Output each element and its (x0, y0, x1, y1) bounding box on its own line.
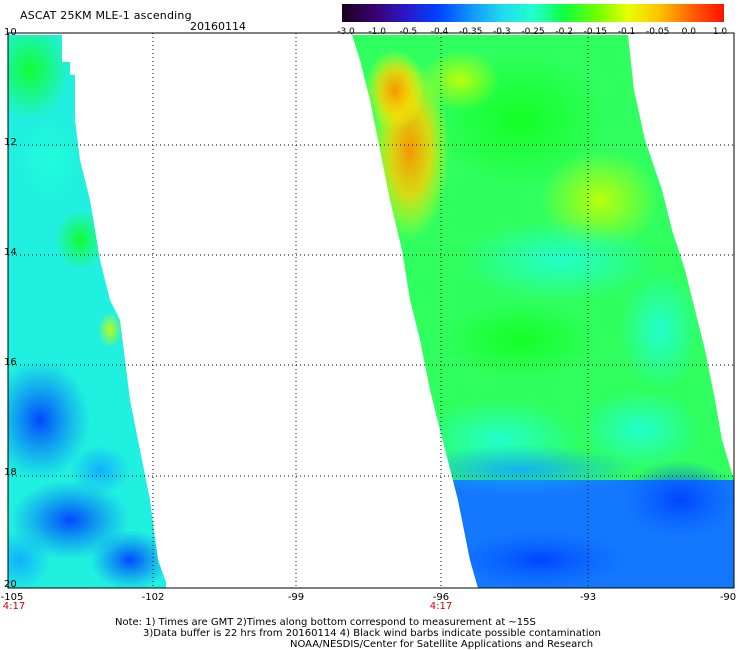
colorbar-label: -0.4 (430, 27, 449, 37)
colorbar-label: -1.0 (368, 27, 386, 37)
lon-label: -93 (579, 592, 597, 603)
colorbar-label: -0.5 (399, 27, 418, 37)
lat-label: 12 (4, 137, 17, 148)
colorbar-label: -0.2 (555, 27, 573, 37)
map-title: ASCAT 25KM MLE-1 ascending (20, 9, 192, 22)
colorbar-label: -0.3 (493, 27, 511, 37)
lon-label: -105 (0, 592, 24, 603)
colorbar-label: -3.0 (337, 27, 355, 37)
lat-label: 20 (4, 579, 17, 590)
colorbar-label: -0.05 (646, 27, 670, 37)
left-swath (8, 35, 166, 588)
note-line-2: 3)Data buffer is 22 hrs from 20160114 4)… (143, 628, 601, 639)
lon-label: -96 (432, 592, 450, 603)
note-line-1: Note: 1) Times are GMT 2)Times along bot… (115, 617, 536, 628)
colorbar-label: -0.1 (617, 27, 636, 37)
colorbar-label: -0.35 (459, 27, 483, 37)
lat-label: 16 (4, 357, 17, 368)
colorbar-swatches (342, 4, 724, 22)
colorbar-label: 1.0 (712, 27, 728, 37)
colorbar-label: -0.15 (583, 27, 607, 37)
lat-label: 14 (4, 247, 17, 258)
pass-time-label: 4:17 (2, 601, 26, 612)
pass-time-label: 4:17 (429, 601, 453, 612)
lat-label: 18 (4, 467, 17, 478)
map-frame (7, 32, 735, 589)
right-swath (352, 35, 734, 588)
credit-line: NOAA/NESDIS/Center for Satellite Applica… (290, 639, 594, 650)
lon-label: -102 (141, 592, 165, 603)
map-date: 20160114 (190, 20, 246, 33)
graticule (8, 33, 734, 588)
lat-label: 10 (4, 27, 17, 38)
lon-label: -90 (719, 592, 737, 603)
colorbar-gradient (342, 4, 724, 22)
lon-label: -99 (287, 592, 305, 603)
colorbar-label: -0.25 (521, 27, 545, 37)
colorbar-label: 0.0 (681, 27, 696, 37)
